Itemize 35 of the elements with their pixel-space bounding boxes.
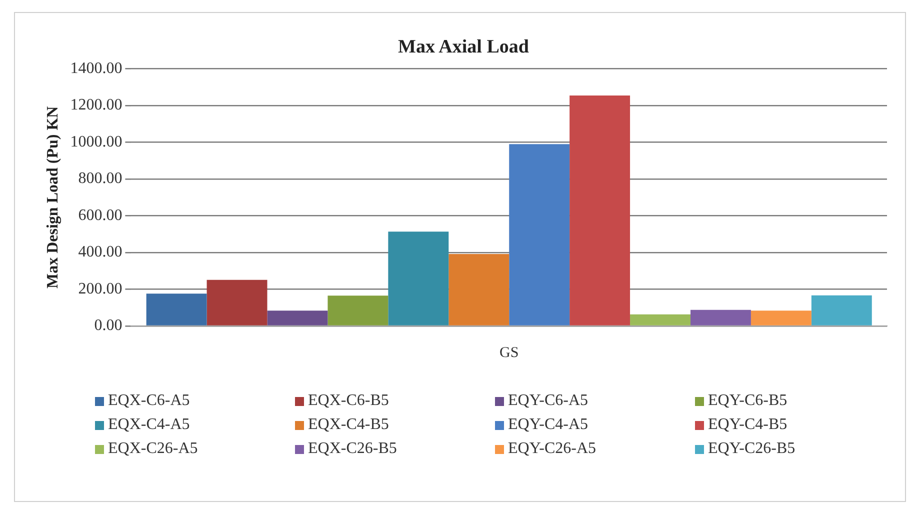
bar bbox=[630, 314, 690, 326]
bar bbox=[328, 296, 388, 326]
bar bbox=[448, 254, 510, 326]
legend-label: EQX-C4-B5 bbox=[308, 416, 389, 434]
legend-label: EQX-C4-A5 bbox=[108, 416, 190, 434]
y-tick-label: 1400.00 bbox=[70, 60, 122, 78]
legend-label: EQY-C26-A5 bbox=[508, 440, 596, 458]
y-axis-title: Max Design Load (Pu) KN bbox=[44, 106, 62, 289]
bar bbox=[146, 294, 207, 326]
legend-label: EQX-C6-B5 bbox=[308, 392, 389, 410]
bar bbox=[267, 310, 328, 326]
legend-label: EQY-C6-B5 bbox=[708, 392, 788, 410]
y-tick-label: 0.00 bbox=[94, 317, 122, 334]
bar bbox=[811, 295, 872, 326]
legend-label: EQY-C4-B5 bbox=[708, 416, 788, 434]
bar bbox=[750, 310, 812, 326]
y-tick-label: 600.00 bbox=[78, 206, 122, 224]
legend-label: EQX-C6-A5 bbox=[108, 392, 190, 410]
legend-label: EQX-C26-B5 bbox=[308, 440, 397, 458]
x-tick-label: GS bbox=[500, 344, 519, 361]
bar bbox=[690, 310, 751, 326]
bar bbox=[388, 232, 449, 326]
y-tick-label: 1200.00 bbox=[70, 96, 122, 114]
y-tick-label: 1000.00 bbox=[70, 133, 122, 150]
legend-label: EQY-C4-A5 bbox=[508, 416, 588, 434]
legend-label: EQX-C26-A5 bbox=[108, 440, 198, 458]
bar bbox=[570, 95, 630, 326]
chart-title: Max Axial Load bbox=[398, 36, 530, 58]
bar bbox=[206, 280, 268, 326]
y-tick-label: 800.00 bbox=[78, 170, 122, 188]
bar bbox=[509, 144, 570, 326]
y-tick-label: 400.00 bbox=[78, 244, 122, 261]
y-tick-label: 200.00 bbox=[78, 280, 122, 298]
legend-label: EQY-C26-B5 bbox=[708, 440, 796, 458]
legend-label: EQY-C6-A5 bbox=[508, 392, 588, 410]
